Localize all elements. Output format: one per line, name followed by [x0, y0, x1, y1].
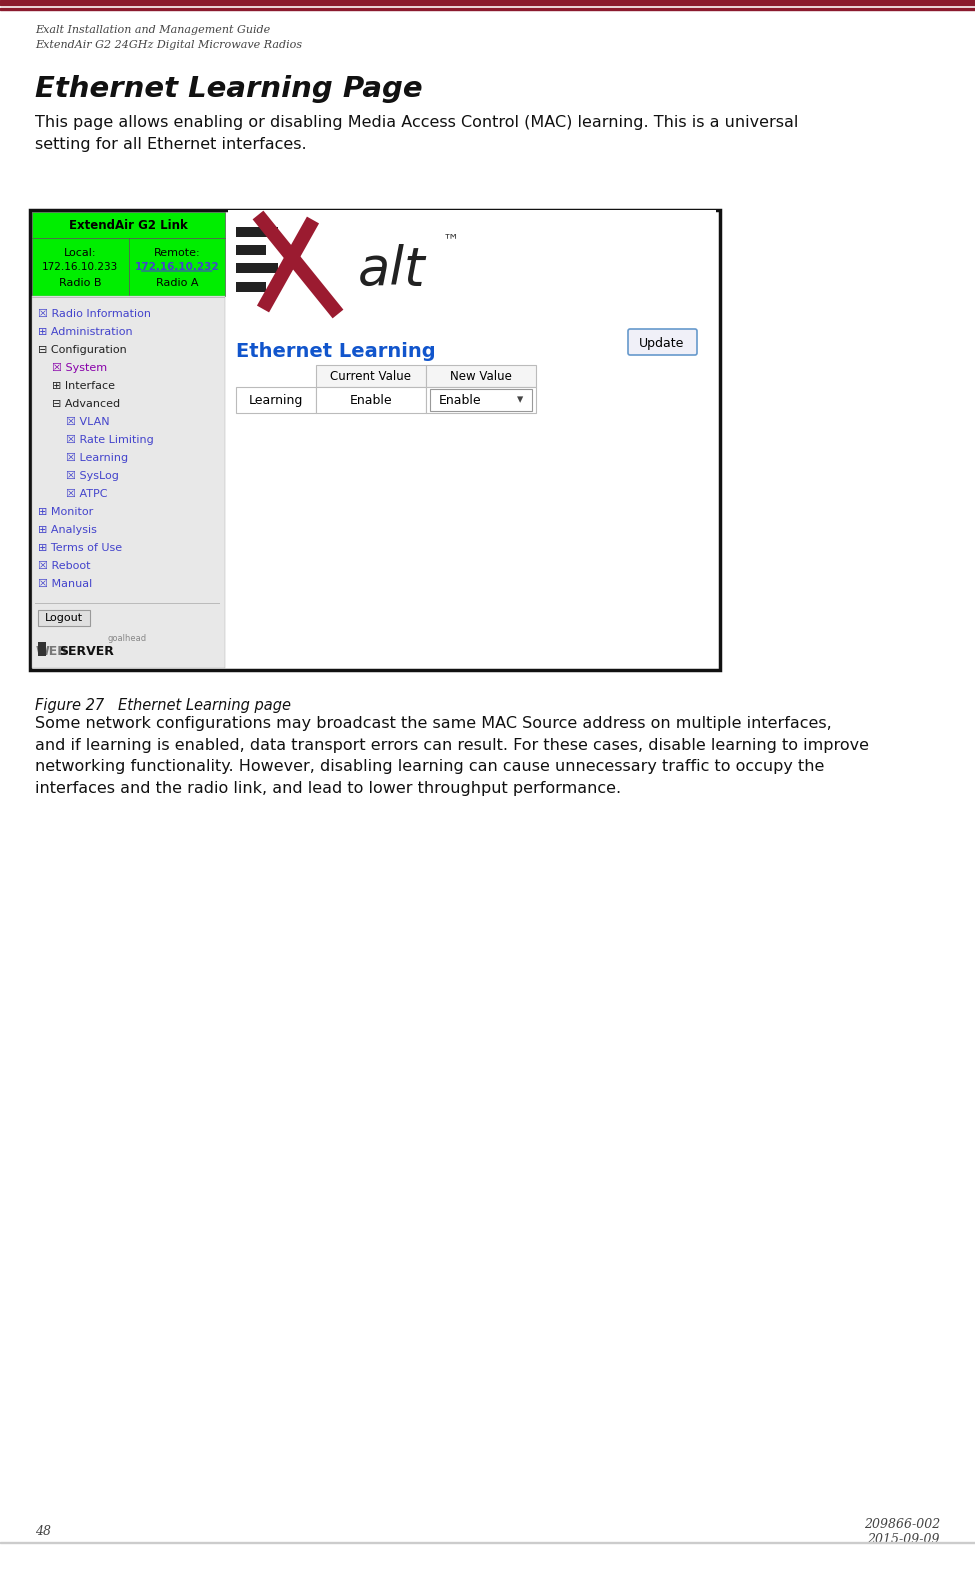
Text: ⊞ Interface: ⊞ Interface — [52, 380, 115, 391]
Text: ☒ VLAN: ☒ VLAN — [66, 417, 109, 428]
Text: Current Value: Current Value — [331, 369, 411, 382]
Bar — [236, 245, 266, 256]
Text: 48: 48 — [35, 1524, 51, 1539]
Text: Radio B: Radio B — [59, 278, 101, 289]
Text: ExtendAir G2 24GHz Digital Microwave Radios: ExtendAir G2 24GHz Digital Microwave Rad… — [35, 39, 302, 50]
Text: ExtendAir G2 Link: ExtendAir G2 Link — [69, 218, 188, 232]
Text: ⊞ Administration: ⊞ Administration — [38, 327, 133, 338]
Text: Some network configurations may broadcast the same MAC Source address on multipl: Some network configurations may broadcas… — [35, 716, 869, 795]
Bar — [236, 387, 316, 413]
Text: Figure 27   Ethernet Learning page: Figure 27 Ethernet Learning page — [35, 697, 291, 713]
Bar — [129, 238, 225, 297]
Bar — [228, 210, 716, 667]
Text: This page allows enabling or disabling Media Access Control (MAC) learning. This: This page allows enabling or disabling M… — [35, 115, 799, 151]
Text: 172.16.10.232: 172.16.10.232 — [135, 262, 219, 271]
FancyBboxPatch shape — [628, 328, 697, 355]
Bar — [32, 211, 225, 238]
Bar — [236, 282, 266, 292]
Bar — [236, 264, 278, 273]
Text: Enable: Enable — [439, 393, 482, 407]
Text: alt: alt — [358, 245, 426, 297]
Text: Logout: Logout — [45, 612, 83, 623]
Text: ™: ™ — [443, 230, 459, 249]
Text: Learning: Learning — [249, 393, 303, 407]
Text: Ethernet Learning Page: Ethernet Learning Page — [35, 76, 422, 103]
Text: Radio A: Radio A — [155, 278, 198, 289]
Bar — [38, 642, 46, 656]
Bar — [38, 611, 90, 626]
Text: ⊟ Configuration: ⊟ Configuration — [38, 346, 127, 355]
Text: ⊟ Advanced: ⊟ Advanced — [52, 399, 120, 409]
Text: Remote:: Remote: — [153, 248, 200, 257]
Text: ⊞ Terms of Use: ⊞ Terms of Use — [38, 543, 122, 552]
Text: ⊞ Monitor: ⊞ Monitor — [38, 507, 94, 518]
Text: ☒ SysLog: ☒ SysLog — [66, 470, 119, 481]
Text: Enable: Enable — [350, 393, 392, 407]
Text: WEB: WEB — [36, 644, 68, 658]
Text: goalhead: goalhead — [108, 633, 147, 642]
Text: ☒ ATPC: ☒ ATPC — [66, 489, 107, 499]
Text: ☒ Manual: ☒ Manual — [38, 579, 93, 589]
Bar — [32, 238, 129, 297]
Text: ☒ Learning: ☒ Learning — [66, 453, 128, 462]
Text: ☒ System: ☒ System — [52, 363, 107, 372]
Text: Ethernet Learning: Ethernet Learning — [236, 341, 436, 360]
Bar — [0, 8, 975, 9]
Text: Exalt Installation and Management Guide: Exalt Installation and Management Guide — [35, 25, 270, 35]
Text: SERVER: SERVER — [59, 644, 114, 658]
Bar — [426, 387, 536, 413]
Bar — [316, 387, 426, 413]
Text: 209866-002: 209866-002 — [864, 1518, 940, 1531]
Bar — [30, 210, 720, 671]
Text: New Value: New Value — [450, 369, 512, 382]
Bar — [430, 390, 532, 410]
Bar — [32, 297, 225, 667]
Text: ⊞ Analysis: ⊞ Analysis — [38, 525, 97, 535]
Text: 172.16.10.233: 172.16.10.233 — [42, 262, 118, 271]
Text: ☒ Reboot: ☒ Reboot — [38, 562, 91, 571]
Bar — [236, 227, 278, 237]
Text: 2015-09-09: 2015-09-09 — [868, 1532, 940, 1546]
Text: ▾: ▾ — [517, 393, 524, 407]
Bar — [0, 0, 975, 5]
Text: ☒ Radio Information: ☒ Radio Information — [38, 309, 151, 319]
Bar — [426, 365, 536, 387]
Text: ☒ Rate Limiting: ☒ Rate Limiting — [66, 436, 154, 445]
Text: Update: Update — [640, 336, 684, 349]
Text: Local:: Local: — [64, 248, 97, 257]
Bar — [316, 365, 426, 387]
